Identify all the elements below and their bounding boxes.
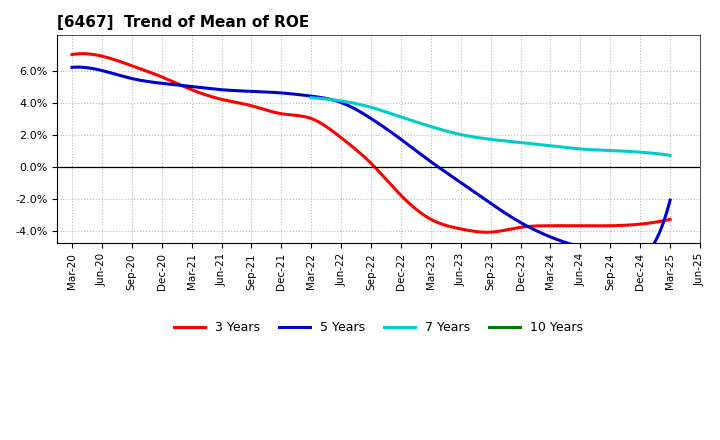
7 Years — [657, 151, 666, 157]
Line: 7 Years: 7 Years — [311, 98, 670, 155]
7 Years — [477, 136, 486, 141]
3 Years — [560, 223, 569, 228]
Line: 5 Years: 5 Years — [72, 67, 670, 259]
Line: 3 Years: 3 Years — [72, 54, 670, 232]
5 Years — [425, 158, 433, 163]
3 Years — [68, 52, 76, 57]
3 Years — [654, 219, 662, 224]
5 Years — [353, 107, 361, 113]
3 Years — [392, 188, 401, 194]
5 Years — [356, 110, 365, 115]
5 Years — [629, 257, 637, 262]
7 Years — [307, 95, 315, 100]
5 Years — [392, 134, 401, 139]
Text: [6467]  Trend of Mean of ROE: [6467] Trend of Mean of ROE — [57, 15, 310, 30]
3 Years — [482, 230, 491, 235]
3 Years — [356, 151, 365, 157]
3 Years — [425, 216, 433, 221]
3 Years — [78, 51, 87, 56]
5 Years — [73, 64, 82, 70]
7 Years — [501, 138, 510, 143]
7 Years — [666, 153, 675, 158]
7 Years — [480, 136, 488, 141]
3 Years — [666, 216, 675, 222]
7 Years — [521, 140, 529, 146]
3 Years — [353, 148, 361, 154]
5 Years — [68, 65, 76, 70]
7 Years — [601, 148, 610, 153]
5 Years — [559, 239, 568, 245]
Legend: 3 Years, 5 Years, 7 Years, 10 Years: 3 Years, 5 Years, 7 Years, 10 Years — [168, 316, 588, 339]
5 Years — [666, 198, 675, 203]
5 Years — [654, 233, 662, 238]
